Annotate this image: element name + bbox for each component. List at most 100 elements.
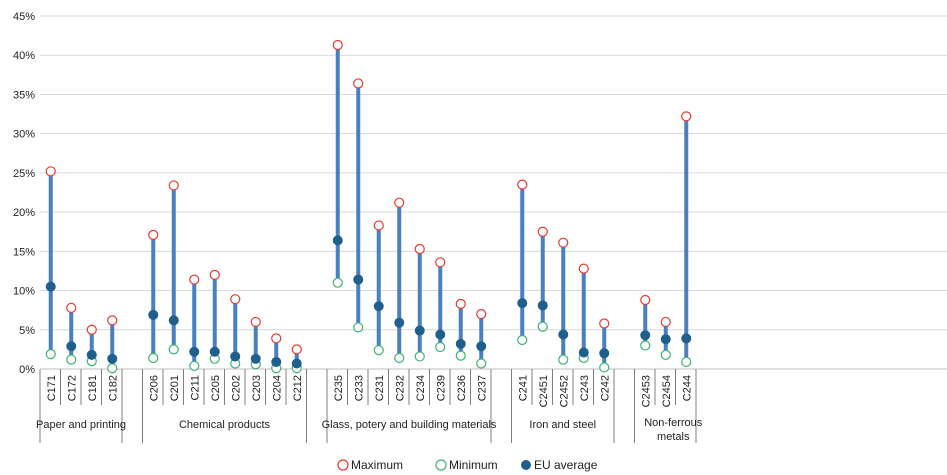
category-label: C201 xyxy=(169,375,181,401)
legend-marker-maximum xyxy=(337,459,349,471)
category-label: C241 xyxy=(517,375,529,401)
avg-point xyxy=(537,300,548,311)
min-point xyxy=(373,345,384,356)
max-point xyxy=(168,180,179,191)
avg-point xyxy=(640,330,651,341)
max-point xyxy=(230,294,241,305)
legend-label-maximum: Maximum xyxy=(351,458,403,472)
x-axis: C171 C172 C181 C182 C206 C201 C211 C205 C202 C203… xyxy=(36,368,947,443)
min-point xyxy=(107,363,118,374)
min-point xyxy=(168,344,179,355)
avg-point xyxy=(517,298,528,309)
avg-point xyxy=(353,274,364,285)
category-label: C2451 xyxy=(538,375,550,407)
avg-point xyxy=(189,346,200,357)
avg-point xyxy=(168,315,179,326)
category-label: C212 xyxy=(292,375,304,401)
avg-point xyxy=(578,347,589,358)
max-point xyxy=(537,226,548,237)
avg-point xyxy=(209,346,220,357)
group-label: Iron and steel xyxy=(529,419,596,431)
max-point xyxy=(476,308,487,320)
group-label: metals xyxy=(657,431,690,443)
category-label: C231 xyxy=(374,375,386,401)
max-point xyxy=(558,237,569,248)
min-point xyxy=(476,358,487,369)
avg-point xyxy=(230,351,241,362)
min-point xyxy=(599,362,610,373)
avg-point xyxy=(435,329,446,340)
category-label: C236 xyxy=(456,375,468,401)
category-label: C206 xyxy=(148,375,160,401)
max-point xyxy=(250,316,261,328)
category-label: C2454 xyxy=(661,375,673,407)
min-point xyxy=(660,349,671,360)
min-point xyxy=(332,277,343,288)
max-point xyxy=(640,294,651,306)
avg-point xyxy=(291,358,302,369)
avg-point xyxy=(414,325,425,336)
avg-point xyxy=(681,333,692,344)
min-point xyxy=(414,351,425,362)
max-point xyxy=(517,179,528,190)
max-point xyxy=(660,316,671,328)
y-tick-label: 20% xyxy=(13,207,35,219)
avg-point xyxy=(599,348,610,359)
max-point xyxy=(414,243,425,255)
max-point xyxy=(353,78,364,89)
legend-marker-minimum xyxy=(435,459,447,471)
min-point xyxy=(45,348,56,360)
category-label: C235 xyxy=(333,375,345,401)
category-label: C244 xyxy=(681,375,693,401)
category-label: C181 xyxy=(87,375,99,401)
min-point xyxy=(558,354,569,365)
avg-point xyxy=(271,356,282,367)
max-point xyxy=(209,269,220,280)
category-label: C202 xyxy=(230,375,242,401)
avg-point xyxy=(660,334,671,345)
legend-label-minimum: Minimum xyxy=(449,458,498,472)
category-label: C232 xyxy=(394,375,406,401)
avg-point xyxy=(148,309,159,320)
data-points xyxy=(45,39,692,374)
legend-label-eu-average: EU average xyxy=(534,458,598,472)
group-label: Non-ferrous xyxy=(644,417,703,429)
y-tick-label: 25% xyxy=(13,168,35,180)
avg-point xyxy=(250,353,261,364)
max-point xyxy=(271,333,282,344)
category-label: C211 xyxy=(189,375,201,400)
category-label: C2452 xyxy=(558,375,570,407)
legend: Maximum Minimum EU average xyxy=(337,458,598,472)
category-label: C243 xyxy=(579,375,591,401)
y-tick-label: 35% xyxy=(13,89,35,101)
category-label: C239 xyxy=(435,375,447,401)
category-label: C171 xyxy=(46,375,58,401)
max-point xyxy=(148,229,159,240)
max-point xyxy=(86,324,97,335)
category-label: C237 xyxy=(476,375,488,401)
category-label: C234 xyxy=(415,375,427,401)
max-point xyxy=(332,39,343,51)
avg-point xyxy=(558,329,569,340)
max-point xyxy=(45,166,56,177)
category-label: C2453 xyxy=(640,375,652,407)
category-label: C204 xyxy=(271,375,283,401)
min-point xyxy=(353,322,364,333)
category-label: C242 xyxy=(599,375,611,401)
y-tick-label: 5% xyxy=(19,325,35,337)
max-point xyxy=(435,257,446,268)
max-point xyxy=(107,315,118,326)
avg-point xyxy=(394,317,405,328)
max-point xyxy=(373,220,384,231)
max-point xyxy=(455,298,466,309)
y-tick-label: 40% xyxy=(13,50,35,62)
y-tick-label: 10% xyxy=(13,286,35,298)
y-tick-label: 30% xyxy=(13,129,35,141)
avg-point xyxy=(373,301,384,312)
category-label: C182 xyxy=(107,375,119,401)
group-label: Chemical products xyxy=(179,419,271,431)
max-point xyxy=(599,318,610,329)
y-tick-label: 45% xyxy=(13,11,35,23)
max-point xyxy=(681,111,692,122)
